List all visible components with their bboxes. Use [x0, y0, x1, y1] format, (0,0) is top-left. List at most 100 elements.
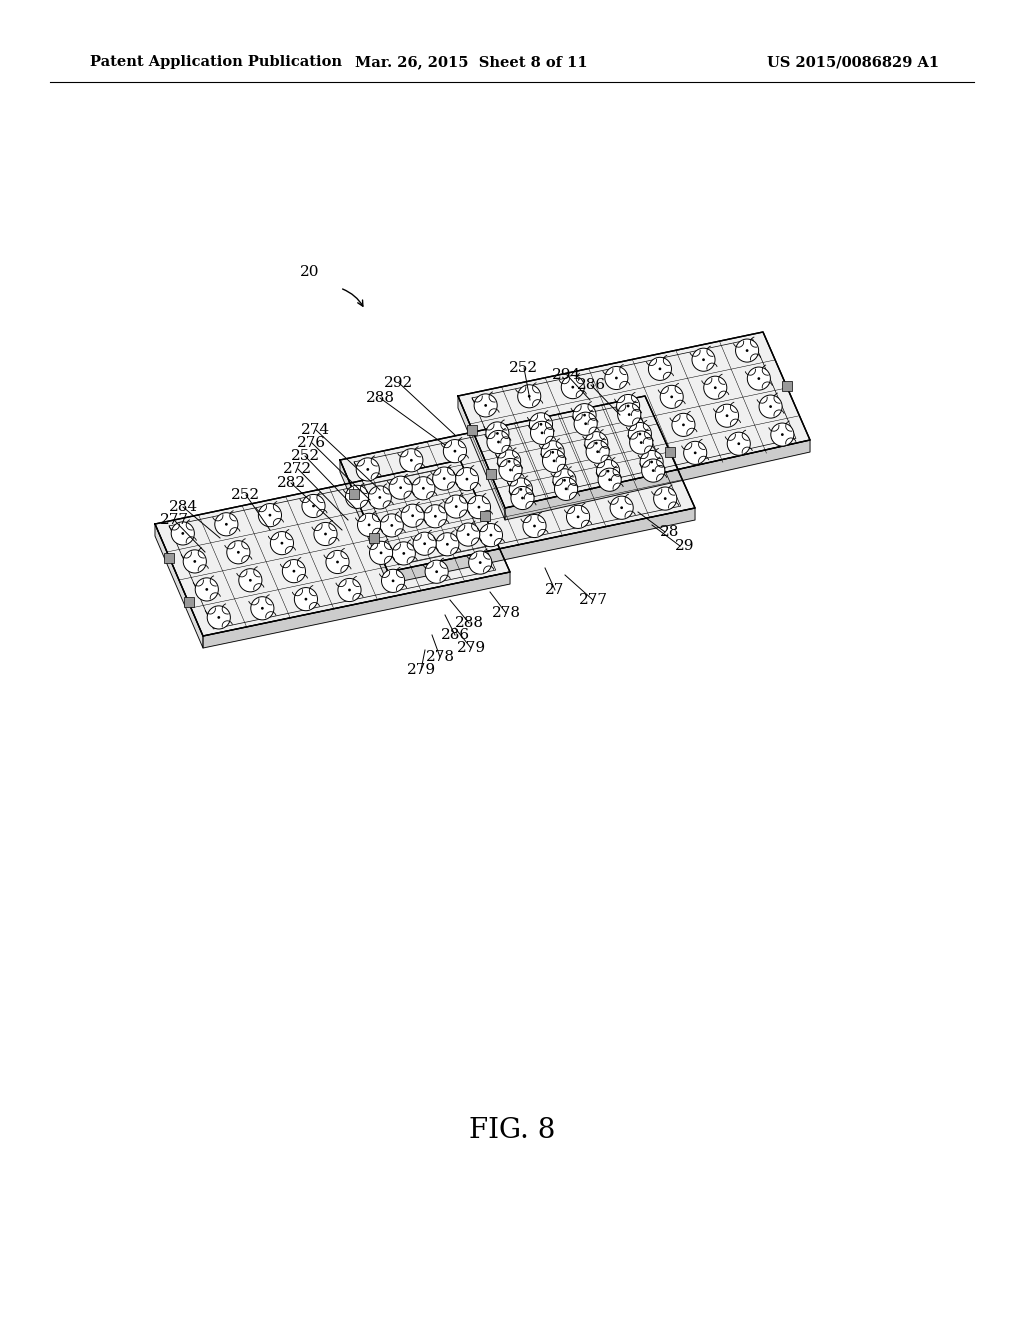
- Circle shape: [554, 478, 578, 500]
- Circle shape: [597, 459, 620, 483]
- Circle shape: [399, 449, 423, 471]
- Circle shape: [206, 587, 208, 591]
- Circle shape: [664, 498, 667, 500]
- Circle shape: [630, 432, 652, 454]
- Circle shape: [423, 543, 426, 545]
- Circle shape: [413, 532, 436, 556]
- Circle shape: [561, 376, 585, 399]
- Text: 279: 279: [457, 642, 485, 655]
- Circle shape: [181, 532, 184, 535]
- Circle shape: [196, 578, 218, 601]
- Circle shape: [608, 478, 611, 480]
- Bar: [480, 511, 490, 521]
- Circle shape: [499, 458, 522, 482]
- Text: 284: 284: [168, 500, 198, 513]
- Circle shape: [412, 515, 414, 517]
- Circle shape: [345, 486, 369, 508]
- Circle shape: [553, 459, 555, 462]
- Circle shape: [454, 450, 457, 453]
- Circle shape: [519, 488, 522, 491]
- Polygon shape: [340, 459, 388, 583]
- Circle shape: [225, 523, 227, 525]
- Text: 20: 20: [300, 265, 319, 279]
- Circle shape: [425, 560, 449, 583]
- Text: FIG. 8: FIG. 8: [469, 1117, 555, 1143]
- Text: 292: 292: [384, 376, 414, 389]
- Circle shape: [382, 569, 404, 593]
- Circle shape: [367, 469, 370, 471]
- Text: 28: 28: [660, 525, 679, 539]
- Circle shape: [605, 367, 628, 389]
- Circle shape: [207, 606, 230, 630]
- Circle shape: [692, 348, 715, 371]
- Text: 272: 272: [284, 462, 312, 477]
- Text: 288: 288: [455, 616, 483, 630]
- Circle shape: [509, 478, 532, 502]
- Circle shape: [759, 395, 782, 418]
- Text: 279: 279: [407, 663, 435, 677]
- Text: 29: 29: [675, 539, 694, 553]
- Circle shape: [745, 350, 749, 352]
- Circle shape: [356, 458, 379, 480]
- Circle shape: [508, 461, 511, 463]
- Circle shape: [509, 469, 512, 471]
- Circle shape: [523, 515, 546, 537]
- Circle shape: [399, 486, 402, 490]
- Circle shape: [684, 441, 707, 465]
- Circle shape: [436, 533, 459, 556]
- Text: 277: 277: [160, 513, 188, 527]
- Circle shape: [621, 507, 623, 510]
- Circle shape: [304, 598, 307, 601]
- Circle shape: [312, 504, 315, 507]
- Circle shape: [484, 404, 487, 407]
- Circle shape: [521, 496, 524, 499]
- Text: 278: 278: [426, 649, 455, 664]
- Circle shape: [652, 469, 654, 473]
- Circle shape: [702, 358, 705, 362]
- Circle shape: [424, 504, 446, 528]
- Circle shape: [615, 376, 617, 379]
- Circle shape: [456, 467, 478, 491]
- Circle shape: [368, 524, 371, 527]
- Circle shape: [781, 433, 783, 436]
- Circle shape: [302, 495, 325, 517]
- Circle shape: [616, 395, 640, 417]
- Circle shape: [171, 521, 195, 545]
- Circle shape: [435, 570, 438, 573]
- Circle shape: [434, 515, 437, 517]
- Circle shape: [571, 385, 574, 388]
- Circle shape: [585, 432, 608, 454]
- Circle shape: [215, 512, 238, 536]
- Circle shape: [658, 367, 662, 370]
- Circle shape: [326, 550, 349, 574]
- Circle shape: [370, 541, 392, 565]
- Circle shape: [542, 441, 564, 463]
- Circle shape: [660, 385, 683, 408]
- Circle shape: [769, 405, 772, 408]
- Circle shape: [294, 587, 317, 611]
- Text: 288: 288: [366, 391, 394, 405]
- Circle shape: [392, 541, 416, 565]
- Circle shape: [735, 339, 759, 362]
- Circle shape: [283, 560, 305, 582]
- Circle shape: [598, 469, 622, 491]
- Circle shape: [771, 422, 794, 446]
- Circle shape: [489, 533, 493, 536]
- Text: 286: 286: [440, 628, 470, 642]
- Circle shape: [479, 561, 481, 564]
- Circle shape: [497, 441, 500, 444]
- Text: Mar. 26, 2015  Sheet 8 of 11: Mar. 26, 2015 Sheet 8 of 11: [354, 55, 588, 69]
- Polygon shape: [458, 396, 505, 520]
- Polygon shape: [155, 524, 203, 648]
- Circle shape: [402, 552, 406, 554]
- Text: 252: 252: [291, 449, 319, 463]
- Circle shape: [268, 513, 271, 516]
- Circle shape: [541, 432, 544, 434]
- Circle shape: [239, 569, 262, 591]
- Circle shape: [573, 404, 596, 426]
- Circle shape: [716, 404, 738, 428]
- Circle shape: [270, 532, 294, 554]
- Circle shape: [595, 442, 598, 445]
- Circle shape: [444, 495, 468, 519]
- Text: 282: 282: [276, 477, 305, 490]
